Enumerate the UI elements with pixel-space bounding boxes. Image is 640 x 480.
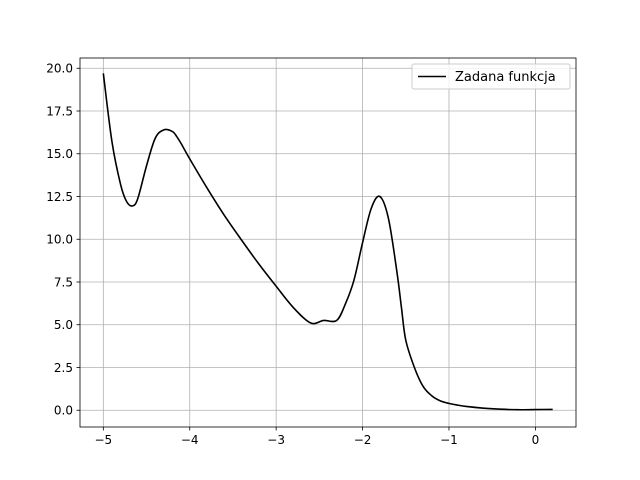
y-tick-label: 5.0 bbox=[54, 318, 73, 332]
x-tick-label: −3 bbox=[267, 433, 285, 447]
y-tick-label: 0.0 bbox=[54, 404, 73, 418]
y-tick-label: 7.5 bbox=[54, 275, 73, 289]
x-axis: −5 −4 −3 −2 −1 0 bbox=[94, 427, 539, 447]
legend-label: Zadana funkcja bbox=[455, 70, 556, 85]
x-tick-label: −5 bbox=[94, 433, 112, 447]
legend: Zadana funkcja bbox=[411, 63, 571, 90]
x-tick-label: −2 bbox=[354, 433, 372, 447]
y-tick-label: 2.5 bbox=[54, 361, 73, 375]
y-tick-label: 10.0 bbox=[46, 233, 73, 247]
axes-frame bbox=[79, 57, 577, 428]
y-tick-label: 12.5 bbox=[46, 190, 73, 204]
y-tick-label: 15.0 bbox=[46, 147, 73, 161]
y-tick-label: 20.0 bbox=[46, 62, 73, 76]
series-line bbox=[102, 73, 553, 411]
x-tick-label: −1 bbox=[440, 433, 458, 447]
legend-box bbox=[411, 63, 571, 90]
grid bbox=[80, 58, 576, 427]
y-tick-label: 17.5 bbox=[46, 104, 73, 118]
x-tick-label: 0 bbox=[532, 433, 540, 447]
x-tick-label: −4 bbox=[181, 433, 199, 447]
plot-area bbox=[102, 73, 553, 411]
y-axis: 0.0 2.5 5.0 7.5 10.0 12.5 15.0 17.5 20.0 bbox=[46, 62, 80, 418]
